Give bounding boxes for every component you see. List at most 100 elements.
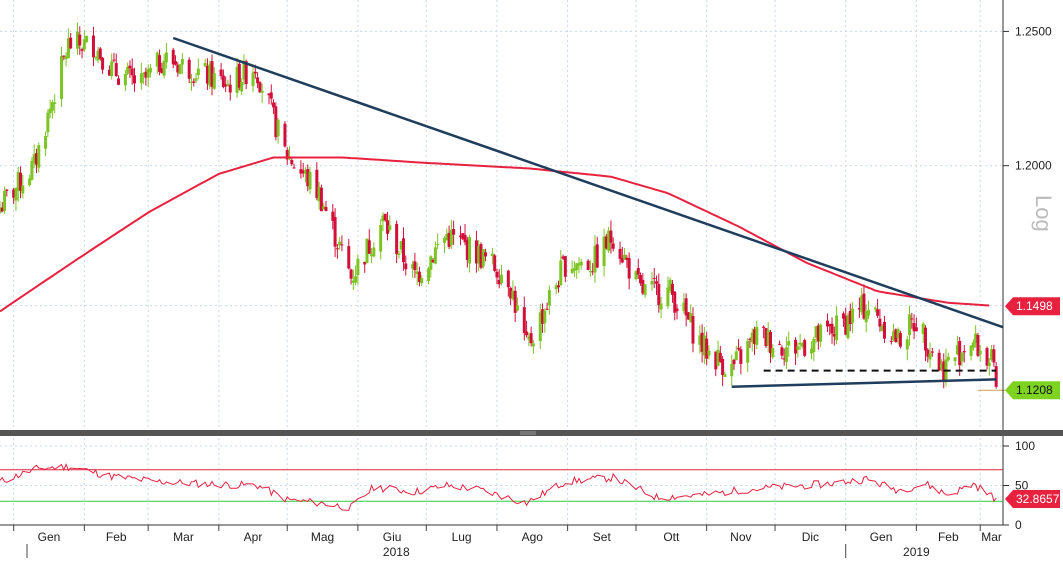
x-year-label: 2019 <box>903 545 930 559</box>
candle-up <box>429 256 433 270</box>
candle-down <box>782 358 786 360</box>
candle-down <box>625 257 629 260</box>
candle-down <box>636 267 640 275</box>
candle-up <box>771 347 775 358</box>
candle-up <box>30 160 34 180</box>
x-month-label: Dic <box>802 530 819 544</box>
candle-down <box>244 61 248 84</box>
candle-up <box>873 307 877 310</box>
candle-up <box>554 285 558 290</box>
value-tag-bg <box>1005 490 1060 509</box>
candle-up <box>3 191 7 211</box>
candle-down <box>609 230 613 243</box>
candle-up <box>716 349 720 366</box>
candle-down <box>816 325 820 342</box>
candle-up <box>787 341 791 346</box>
candle-up <box>303 170 307 174</box>
candle-down <box>894 329 898 343</box>
candle-down <box>431 259 435 263</box>
candle-down <box>258 82 262 93</box>
candle-up <box>397 253 401 255</box>
candle-down <box>349 269 353 279</box>
candle-down <box>224 84 228 87</box>
candle-down <box>556 285 560 288</box>
candle-up <box>203 63 207 67</box>
candle-down <box>976 334 980 356</box>
candle-down <box>994 366 998 387</box>
candle-up <box>212 73 216 89</box>
candle-down <box>463 234 467 243</box>
candle-down <box>363 261 367 265</box>
candle-down <box>882 321 886 339</box>
candle-up <box>477 246 481 264</box>
candle-up <box>445 234 449 240</box>
candle-up <box>208 64 212 86</box>
candle-up <box>953 357 957 361</box>
x-month-label: Ott <box>663 530 680 544</box>
candle-up <box>427 268 431 282</box>
candle-down <box>19 172 23 191</box>
candle-up <box>60 56 64 99</box>
candle-down <box>509 287 513 299</box>
candle-down <box>830 323 834 334</box>
x-month-label: Lug <box>452 530 472 544</box>
candle-down <box>176 64 180 73</box>
candle-down <box>962 351 966 353</box>
candle-up <box>399 241 403 250</box>
candle-up <box>784 347 788 363</box>
candle-down <box>221 75 225 87</box>
candle-up <box>322 206 326 210</box>
candle-up <box>46 112 50 133</box>
candle-up <box>16 171 20 192</box>
candle-down <box>144 71 148 78</box>
candle-up <box>490 253 494 256</box>
candle-up <box>468 237 472 264</box>
candle-down <box>69 37 73 49</box>
candle-down <box>130 68 134 76</box>
candle-up <box>867 310 871 316</box>
candle-down <box>340 244 344 246</box>
candle-down <box>762 326 766 328</box>
candle-up <box>800 343 804 347</box>
x-year-label: 2018 <box>383 545 410 559</box>
candle-down <box>91 35 95 58</box>
y-tick-label: 1.2000 <box>1015 159 1052 173</box>
candle-down <box>513 290 517 313</box>
candle-down <box>447 232 451 247</box>
candle-down <box>841 313 845 319</box>
candle-up <box>689 313 693 322</box>
moving-average-line <box>0 156 990 313</box>
candle-up <box>155 52 159 67</box>
candle-up <box>908 314 912 336</box>
candle-up <box>572 268 576 271</box>
candle-down <box>764 328 768 347</box>
candle-up <box>955 345 959 355</box>
candle-up <box>515 305 519 311</box>
candle-down <box>495 271 499 278</box>
candle-down <box>395 223 399 255</box>
candle-down <box>937 352 941 371</box>
candle-up <box>702 335 706 356</box>
candle-down <box>541 309 545 324</box>
candle-up <box>351 280 355 283</box>
candle-down <box>228 84 232 93</box>
candle-up <box>734 351 738 361</box>
candle-down <box>461 233 465 239</box>
candle-down <box>319 187 323 212</box>
candle-down <box>497 279 501 285</box>
candle-up <box>960 352 964 362</box>
candle-up <box>415 271 419 274</box>
candle-down <box>655 281 659 284</box>
candle-down <box>269 92 273 99</box>
candle-up <box>588 271 592 273</box>
candle-up <box>643 284 647 295</box>
candle-down <box>274 106 278 138</box>
candle-down <box>657 284 661 306</box>
candle-down <box>401 238 405 263</box>
candle-down <box>256 77 260 84</box>
x-month-label: Gen <box>870 530 893 544</box>
candle-down <box>205 65 209 84</box>
candle-up <box>32 154 36 164</box>
candle-down <box>333 217 337 247</box>
candle-up <box>846 315 850 339</box>
